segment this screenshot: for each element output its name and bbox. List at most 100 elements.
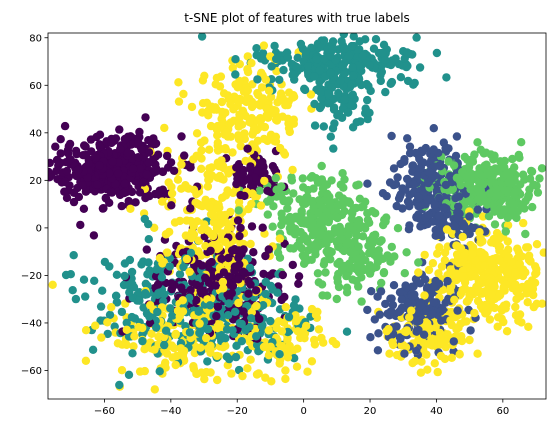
- scatter-point: [339, 33, 348, 39]
- scatter-point: [157, 273, 167, 282]
- scatter-point: [144, 158, 154, 167]
- scatter-point: [381, 299, 390, 309]
- scatter-point: [268, 285, 277, 294]
- scatter-point: [258, 301, 268, 310]
- scatter-point: [144, 219, 153, 229]
- scatter-point: [371, 230, 380, 239]
- scatter-point: [279, 196, 288, 206]
- scatter-point: [108, 157, 118, 166]
- scatter-point: [500, 186, 510, 195]
- scatter-point: [348, 207, 357, 217]
- scatter-point: [192, 189, 201, 199]
- scatter-point: [262, 111, 271, 120]
- scatter-point: [116, 144, 125, 154]
- scatter-point: [522, 243, 531, 252]
- x-tick-label: 40: [430, 406, 443, 417]
- scatter-point: [510, 163, 519, 172]
- scatter-point: [65, 139, 75, 149]
- scatter-point: [366, 333, 375, 342]
- scatter-point: [529, 290, 538, 300]
- scatter-point: [521, 229, 530, 239]
- scatter-point: [325, 198, 334, 208]
- scatter-point: [460, 317, 469, 326]
- scatter-point: [223, 290, 232, 299]
- scatter-point: [167, 342, 176, 351]
- scatter-point: [155, 367, 164, 376]
- scatter-point: [319, 36, 329, 45]
- scatter-point: [319, 122, 328, 131]
- scatter-point: [353, 261, 362, 270]
- scatter-point: [154, 332, 163, 341]
- scatter-point: [124, 370, 134, 379]
- scatter-point: [246, 355, 255, 364]
- scatter-point: [287, 176, 297, 185]
- scatter-point: [205, 301, 215, 310]
- scatter-point: [328, 336, 337, 346]
- scatter-point: [281, 101, 290, 110]
- scatter-point: [264, 351, 274, 360]
- scatter-point: [292, 317, 301, 326]
- scatter-point: [317, 333, 326, 343]
- scatter-point: [236, 238, 245, 248]
- scatter-point: [84, 159, 94, 168]
- scatter-point: [257, 322, 267, 331]
- scatter-point: [79, 204, 89, 213]
- scatter-point: [414, 202, 423, 211]
- scatter-point: [415, 214, 424, 223]
- scatter-point: [453, 306, 462, 315]
- scatter-point: [415, 154, 424, 164]
- scatter-point: [259, 41, 269, 50]
- scatter-points: [48, 33, 546, 394]
- scatter-point: [375, 310, 384, 319]
- scatter-point: [176, 344, 185, 353]
- scatter-point: [243, 52, 252, 61]
- scatter-point: [196, 343, 205, 352]
- scatter-point: [289, 189, 298, 198]
- scatter-point: [501, 227, 510, 236]
- scatter-point: [212, 312, 221, 321]
- scatter-point: [301, 233, 310, 243]
- scatter-point: [344, 231, 353, 240]
- scatter-point: [334, 88, 343, 98]
- scatter-point: [465, 335, 474, 345]
- scatter-point: [171, 360, 180, 370]
- scatter-point: [214, 200, 223, 209]
- scatter-point: [197, 261, 207, 270]
- scatter-point: [389, 281, 399, 290]
- scatter-point: [423, 365, 432, 374]
- scatter-point: [56, 135, 65, 144]
- scatter-point: [516, 180, 525, 189]
- scatter-point: [436, 162, 445, 171]
- scatter-point: [307, 198, 317, 207]
- scatter-point: [196, 201, 205, 210]
- scatter-point: [328, 45, 337, 54]
- scatter-point: [376, 76, 385, 86]
- scatter-point: [423, 319, 432, 328]
- scatter-point: [166, 304, 175, 313]
- scatter-point: [128, 349, 137, 358]
- scatter-point: [212, 351, 222, 361]
- scatter-point: [206, 121, 216, 131]
- scatter-point: [420, 250, 429, 260]
- scatter-point: [518, 170, 528, 179]
- scatter-point: [421, 275, 430, 284]
- scatter-point: [523, 298, 532, 307]
- scatter-point: [187, 234, 196, 243]
- scatter-point: [527, 167, 537, 176]
- scatter-point: [434, 269, 443, 278]
- scatter-point: [340, 44, 349, 53]
- scatter-point: [526, 257, 535, 266]
- y-tick-label: −20: [21, 271, 42, 282]
- scatter-point: [400, 269, 409, 278]
- scatter-point: [392, 322, 401, 331]
- scatter-point: [160, 360, 169, 369]
- scatter-point: [363, 215, 373, 225]
- scatter-point: [371, 209, 380, 218]
- scatter-point: [330, 119, 339, 128]
- scatter-point: [289, 115, 298, 124]
- scatter-point: [233, 216, 243, 225]
- scatter-point: [249, 125, 259, 134]
- scatter-point: [95, 161, 104, 170]
- scatter-point: [515, 153, 524, 162]
- scatter-point: [426, 337, 435, 347]
